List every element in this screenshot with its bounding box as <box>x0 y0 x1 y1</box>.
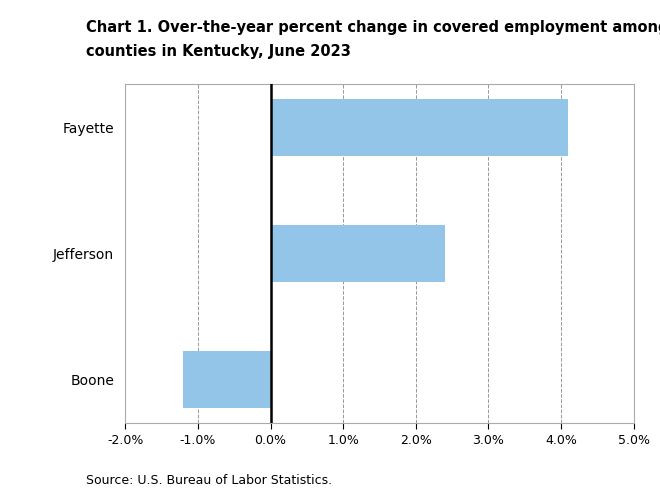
Bar <box>271 99 568 156</box>
Bar <box>183 351 271 408</box>
Text: Source: U.S. Bureau of Labor Statistics.: Source: U.S. Bureau of Labor Statistics. <box>86 474 332 487</box>
Bar <box>271 225 445 282</box>
Text: Chart 1. Over-the-year percent change in covered employment among the largest: Chart 1. Over-the-year percent change in… <box>86 20 660 34</box>
Text: counties in Kentucky, June 2023: counties in Kentucky, June 2023 <box>86 44 350 59</box>
